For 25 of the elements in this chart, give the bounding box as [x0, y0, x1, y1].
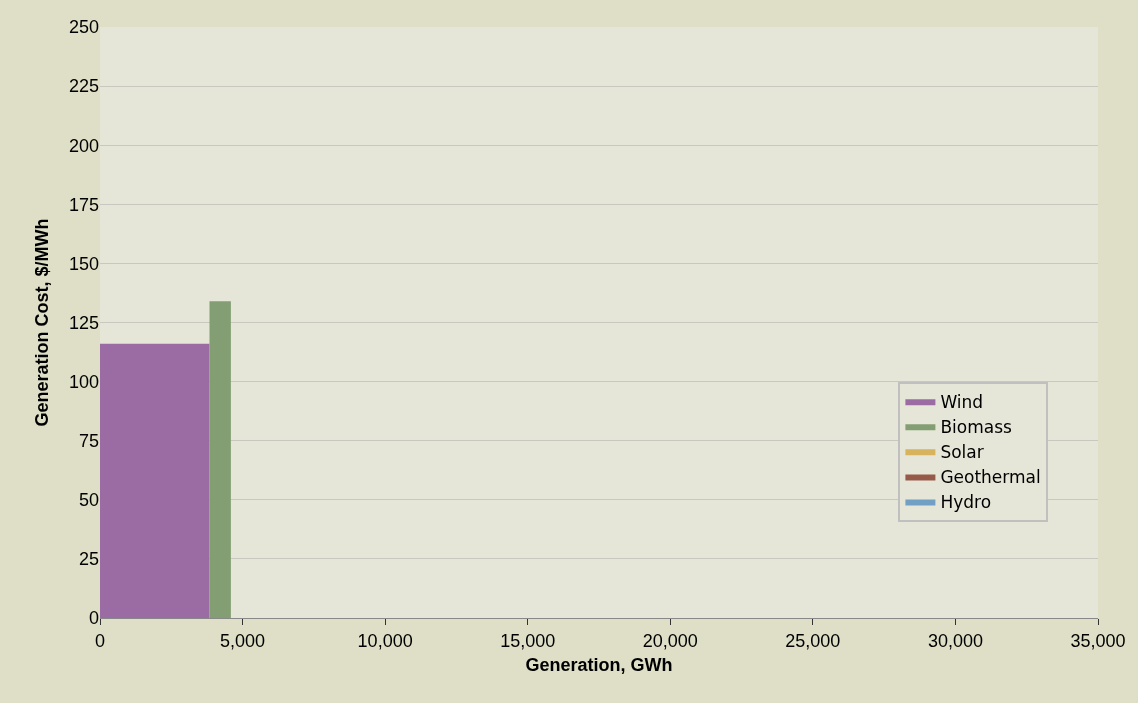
legend-label: Geothermal — [940, 467, 1041, 488]
y-tick-label: 100 — [68, 371, 99, 392]
x-tick-label: 5,000 — [220, 630, 266, 651]
x-tick-label: 15,000 — [500, 630, 556, 651]
x-tick-label: 35,000 — [1070, 630, 1126, 651]
legend-label: Wind — [940, 391, 984, 412]
x-axis-title: Generation, GWh — [525, 654, 673, 675]
y-tick-label: 150 — [68, 253, 99, 274]
y-axis-title: Generation Cost, $/MWh — [32, 218, 53, 427]
y-tick-label: 0 — [88, 608, 99, 629]
x-tick-label: 10,000 — [357, 630, 413, 651]
y-tick-label: 175 — [68, 194, 99, 215]
legend-label: Solar — [940, 441, 984, 462]
x-tick-label: 20,000 — [642, 630, 698, 651]
x-tick-label: 25,000 — [785, 630, 841, 651]
legend-label: Hydro — [940, 492, 992, 513]
y-tick-label: 25 — [78, 549, 99, 570]
y-tick-label: 125 — [68, 312, 99, 333]
y-tick-label: 50 — [78, 490, 99, 511]
y-tick-label: 225 — [68, 76, 99, 97]
y-tick-label: 75 — [78, 431, 99, 451]
x-tick-label: 30,000 — [927, 630, 983, 651]
legend-label: Biomass — [940, 416, 1013, 437]
y-tick-label: 200 — [68, 135, 99, 156]
y-tick-label: 250 — [68, 17, 99, 38]
